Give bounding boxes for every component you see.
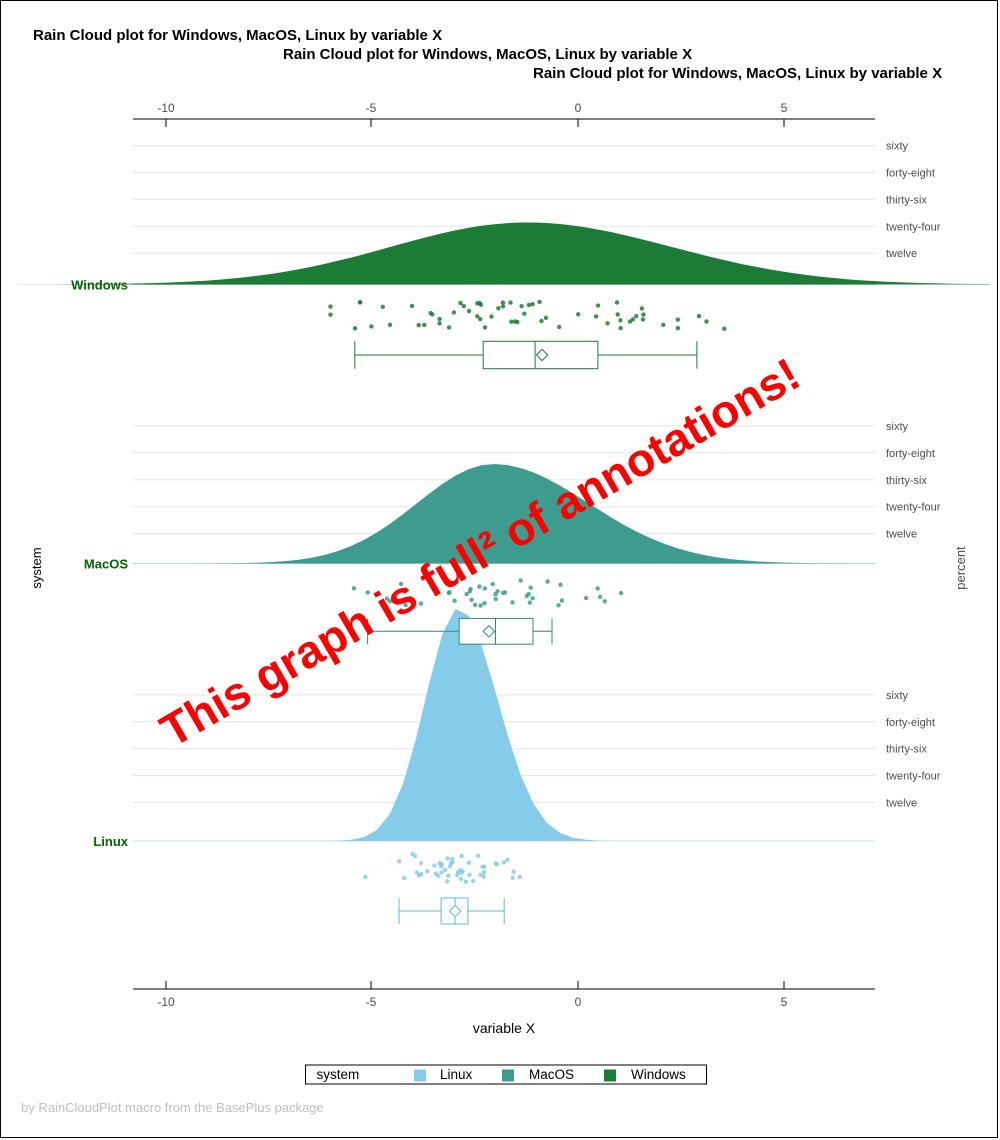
- svg-text:Linux: Linux: [93, 834, 128, 849]
- svg-text:sixty: sixty: [886, 421, 909, 433]
- svg-text:twelve: twelve: [886, 798, 917, 810]
- svg-text:0: 0: [575, 101, 582, 115]
- svg-text:twelve: twelve: [886, 529, 917, 541]
- svg-text:-10: -10: [157, 995, 175, 1009]
- svg-text:percent: percent: [953, 546, 968, 590]
- svg-text:Linux: Linux: [440, 1067, 473, 1082]
- svg-text:sixty: sixty: [886, 141, 909, 153]
- svg-text:forty-eight: forty-eight: [886, 717, 935, 729]
- svg-text:5: 5: [781, 101, 788, 115]
- svg-text:MacOS: MacOS: [529, 1067, 574, 1082]
- svg-text:twenty-four: twenty-four: [886, 221, 941, 233]
- svg-text:forty-eight: forty-eight: [886, 448, 935, 460]
- svg-text:twelve: twelve: [886, 248, 917, 260]
- svg-text:thirty-six: thirty-six: [886, 744, 927, 756]
- svg-text:0: 0: [575, 995, 582, 1009]
- svg-text:5: 5: [781, 995, 788, 1009]
- svg-text:thirty-six: thirty-six: [886, 475, 927, 487]
- svg-text:-10: -10: [157, 101, 175, 115]
- svg-text:twenty-four: twenty-four: [886, 771, 941, 783]
- svg-text:forty-eight: forty-eight: [886, 168, 935, 180]
- svg-text:sixty: sixty: [886, 690, 909, 702]
- svg-text:system: system: [317, 1067, 360, 1082]
- svg-text:Windows: Windows: [631, 1067, 686, 1082]
- svg-text:variable X: variable X: [473, 1020, 536, 1036]
- svg-text:thirty-six: thirty-six: [886, 194, 927, 206]
- svg-text:Windows: Windows: [71, 278, 128, 293]
- svg-text:MacOS: MacOS: [84, 557, 128, 572]
- svg-text:twenty-four: twenty-four: [886, 502, 941, 514]
- svg-text:-5: -5: [366, 995, 377, 1009]
- svg-text:-5: -5: [366, 101, 377, 115]
- svg-text:system: system: [29, 547, 44, 588]
